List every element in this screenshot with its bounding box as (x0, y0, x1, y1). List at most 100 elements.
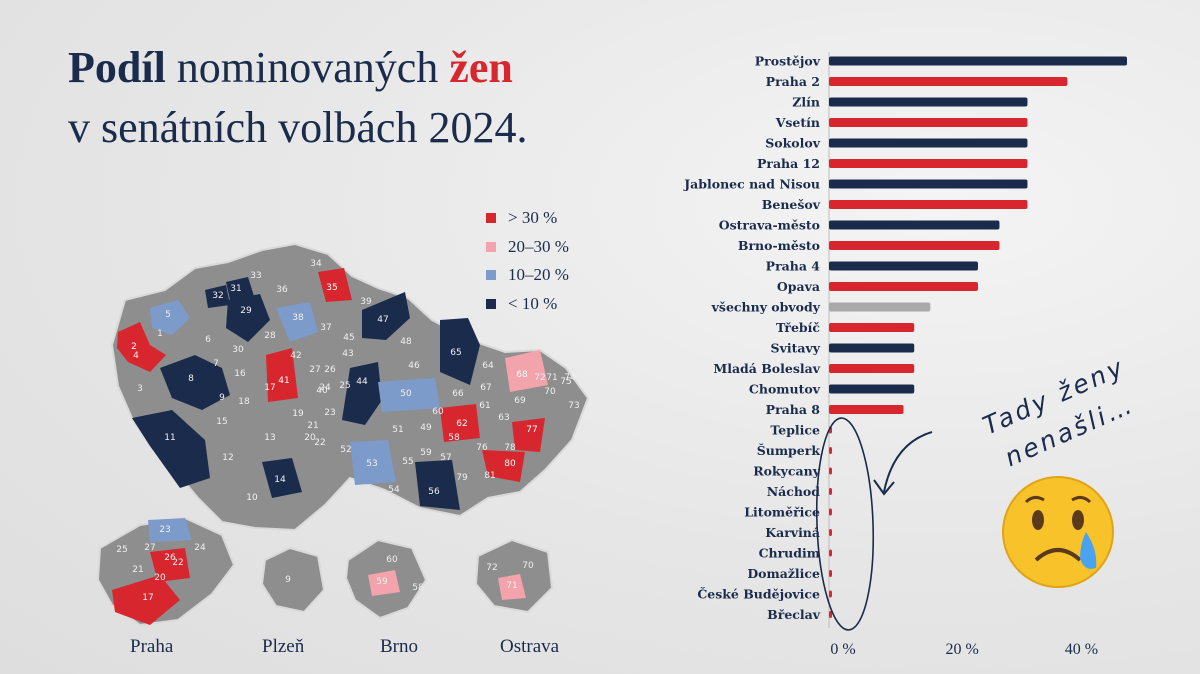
legend-item: 10–20 % (486, 261, 569, 290)
district-number-label: 44 (356, 377, 368, 387)
title-part2: nominovaných (165, 43, 450, 92)
district-number-label: 40 (316, 386, 328, 396)
category-label: Zlín (792, 95, 820, 110)
district-number-label: 66 (452, 389, 464, 399)
district-number-label: 12 (222, 453, 233, 463)
district-35 (318, 268, 352, 302)
inset-district-label: 72 (486, 563, 497, 573)
inset-ostrava-71 (498, 574, 526, 600)
category-label: Benešov (762, 197, 821, 212)
bar (829, 590, 832, 598)
district-number-label: 31 (230, 284, 241, 294)
district-8 (160, 355, 230, 410)
bar (829, 179, 1028, 189)
district-11 (132, 410, 210, 488)
inset-district-label: 27 (144, 543, 155, 553)
legend: > 30 % 20–30 % 10–20 % < 10 % (486, 204, 569, 318)
bar (829, 77, 1068, 86)
inset-plzen (260, 546, 326, 614)
bar (829, 570, 832, 577)
district-number-label: 4 (133, 351, 139, 361)
bar (829, 323, 915, 332)
district-number-label: 67 (480, 383, 491, 393)
district-44 (342, 362, 382, 425)
category-label: Chrudim (759, 546, 820, 561)
district-65 (440, 318, 480, 385)
category-label: Litoměřice (744, 505, 820, 520)
district-number-label: 7 (213, 359, 219, 369)
district-number-label: 46 (408, 361, 420, 371)
category-label: Břeclav (767, 607, 821, 622)
district-number-label: 34 (310, 259, 322, 269)
x-tick-label: 40 % (1065, 641, 1098, 658)
category-label: Svitavy (771, 341, 821, 356)
district-41 (266, 348, 298, 402)
district-number-label: 52 (340, 445, 351, 455)
district-number-label: 55 (402, 457, 413, 467)
x-tick-label: 20 % (946, 641, 979, 658)
bar (829, 364, 915, 373)
chart-title: Podíl nominovaných žen v senátních volbá… (68, 38, 527, 158)
district-number-label: 70 (544, 387, 556, 397)
bar (829, 56, 1127, 66)
inset-district-label: 23 (159, 525, 170, 535)
inset-district-label: 20 (154, 573, 166, 583)
legend-item: > 30 % (486, 204, 569, 233)
legend-label: > 30 % (508, 208, 558, 228)
district-53 (350, 440, 396, 485)
district-5 (150, 300, 190, 335)
district-number-label: 25 (339, 381, 350, 391)
bar (829, 282, 978, 291)
inset-district-label: 58 (412, 583, 424, 593)
bar (829, 138, 1028, 148)
district-number-label: 57 (440, 453, 451, 463)
district-number-label: 15 (216, 417, 227, 427)
district-number-label: 38 (292, 313, 304, 323)
title-part1: Podíl (68, 43, 166, 92)
legend-swatch (486, 270, 496, 281)
district-number-label: 71 (546, 373, 557, 383)
bar (829, 549, 832, 557)
category-label: Sokolov (765, 136, 820, 151)
district-number-label: 6 (205, 335, 211, 345)
district-68 (505, 350, 548, 392)
district-number-label: 75 (560, 377, 571, 387)
bar (829, 261, 978, 271)
inset-district-label: 17 (142, 593, 153, 603)
x-tick-label: 0 % (830, 641, 855, 658)
district-number-label: 9 (219, 393, 225, 403)
category-label: Ostrava-město (719, 218, 820, 233)
bar (829, 384, 915, 394)
district-number-label: 64 (482, 361, 494, 371)
category-label: Teplice (770, 423, 820, 438)
inset-district-label: 26 (164, 553, 176, 563)
district-number-label: 19 (292, 409, 304, 419)
district-number-label: 23 (324, 408, 335, 418)
legend-label: 20–30 % (508, 236, 569, 256)
district-number-label: 73 (568, 401, 579, 411)
district-number-label: 59 (420, 448, 432, 458)
district-number-label: 35 (326, 283, 337, 293)
district-number-label: 16 (234, 369, 246, 379)
district-number-label: 29 (240, 306, 252, 316)
inset-district-label: 70 (522, 561, 534, 571)
district-number-label: 28 (264, 331, 276, 341)
inset-district-label: 22 (172, 558, 183, 568)
district-29 (226, 294, 270, 342)
city-label-ostrava: Ostrava (500, 636, 560, 657)
inset-praha-23 (148, 518, 192, 542)
bar (829, 611, 832, 618)
district-number-label: 41 (278, 376, 289, 386)
category-label: Prostějov (755, 54, 821, 69)
legend-swatch (486, 213, 496, 224)
district-number-label: 74 (564, 373, 576, 383)
bar (829, 220, 1000, 230)
bar (829, 200, 1028, 209)
district-56 (415, 460, 460, 510)
district-number-label: 53 (366, 459, 377, 469)
category-label: Třebíč (776, 320, 820, 335)
district-number-label: 65 (450, 348, 461, 358)
district-number-label: 56 (428, 487, 440, 497)
